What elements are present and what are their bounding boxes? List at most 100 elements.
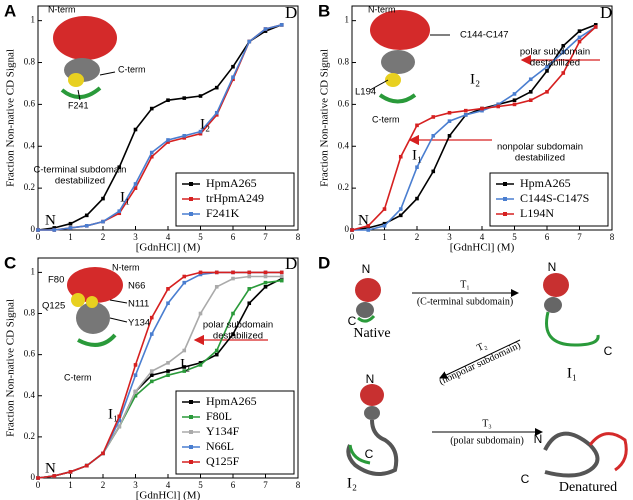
legend-marker <box>189 460 193 464</box>
x-tick-label: 1 <box>382 232 387 242</box>
point <box>263 274 268 279</box>
point <box>52 228 57 232</box>
point <box>382 224 387 228</box>
x-tick-label: 6 <box>231 232 236 242</box>
point <box>366 224 371 228</box>
point <box>528 77 533 82</box>
point <box>263 29 268 33</box>
state-n: N <box>362 262 371 276</box>
point <box>149 379 154 384</box>
diagram-shapes <box>346 273 628 478</box>
y-tick-label: 0.6 <box>24 98 36 108</box>
point <box>366 226 371 230</box>
legend-marker <box>189 400 193 404</box>
point <box>117 211 122 216</box>
point <box>166 361 170 365</box>
x-tick-label: 1 <box>68 480 73 490</box>
legend-marker <box>189 182 193 186</box>
legend-label: F80L <box>206 409 232 423</box>
point <box>214 113 219 117</box>
point <box>279 274 284 279</box>
x-tick-label: 8 <box>296 232 301 242</box>
annotation: C-terminal subdomain <box>34 165 127 176</box>
y-tick-label: 0.8 <box>338 57 350 67</box>
point <box>133 186 138 190</box>
x-tick-label: 3 <box>447 232 452 242</box>
point <box>149 150 154 155</box>
point <box>149 106 154 111</box>
point <box>198 131 203 136</box>
x-tick-label: 7 <box>263 480 268 490</box>
annotation: C-term <box>64 372 92 382</box>
legend-label: Y134F <box>206 424 240 438</box>
annotation: N-term <box>48 4 76 14</box>
x-axis-title: [GdnHCl] (M) <box>136 242 201 254</box>
transition-label: T₂ <box>475 340 488 354</box>
annotation: F80 <box>48 275 64 286</box>
annotation: C-term <box>118 64 146 74</box>
point <box>198 311 203 316</box>
point <box>231 332 235 336</box>
y-tick-label: 0 <box>31 224 36 234</box>
y-axis-title: Fraction Non-native CD Signal <box>5 49 17 187</box>
x-tick-label: 4 <box>480 232 485 242</box>
point <box>84 213 89 218</box>
x-tick-label: 5 <box>198 480 203 490</box>
annotation: N-term <box>112 262 140 272</box>
annotation: polar subdomain <box>520 47 590 58</box>
point <box>561 71 566 75</box>
point <box>149 332 154 336</box>
annotation: F241 <box>68 100 89 110</box>
annotation: Y134 <box>128 318 150 329</box>
series-line <box>351 26 597 231</box>
point <box>182 133 187 138</box>
point <box>133 393 138 398</box>
annotation: D <box>285 3 297 22</box>
point <box>263 284 268 289</box>
legend-label: HpmA265 <box>520 176 571 190</box>
annotation: N111 <box>128 299 149 310</box>
point <box>198 129 203 134</box>
point <box>263 270 268 275</box>
point <box>512 102 517 107</box>
point <box>101 219 105 224</box>
series-line <box>37 271 282 479</box>
x-tick-label: 6 <box>231 480 236 490</box>
x-axis-title: [GdnHCl] (M) <box>136 490 201 500</box>
point <box>214 284 219 289</box>
point <box>198 272 203 277</box>
point <box>431 115 436 119</box>
point <box>382 221 387 226</box>
x-tick-label: 0 <box>36 480 41 490</box>
x-tick-label: 1 <box>68 232 73 242</box>
point <box>577 29 582 33</box>
point <box>84 463 89 468</box>
point <box>247 301 252 306</box>
point <box>463 113 468 117</box>
annotation: I₂ <box>180 356 190 372</box>
point <box>561 43 566 48</box>
point <box>133 389 138 394</box>
point <box>263 27 268 31</box>
point <box>36 228 40 232</box>
point <box>431 169 436 174</box>
x-tick-label: 3 <box>133 480 138 490</box>
point <box>463 108 468 113</box>
x-axis-title: [GdnHCl] (M) <box>450 242 515 254</box>
point <box>52 226 57 230</box>
annotation: I₁ <box>108 406 118 422</box>
series-line <box>38 24 282 231</box>
series-line <box>37 24 283 231</box>
point <box>415 123 419 128</box>
point <box>182 369 187 373</box>
state-n: N <box>534 432 543 446</box>
y-axis-title: Fraction Non-native CD Signal <box>319 49 331 187</box>
point <box>101 451 105 456</box>
point <box>512 92 517 96</box>
point <box>279 23 284 27</box>
point <box>198 270 203 275</box>
legend-label: HpmA265 <box>206 394 257 408</box>
legend-marker <box>503 182 507 186</box>
legend-label: C144S-C147S <box>520 191 589 205</box>
state-n: N <box>548 260 557 274</box>
